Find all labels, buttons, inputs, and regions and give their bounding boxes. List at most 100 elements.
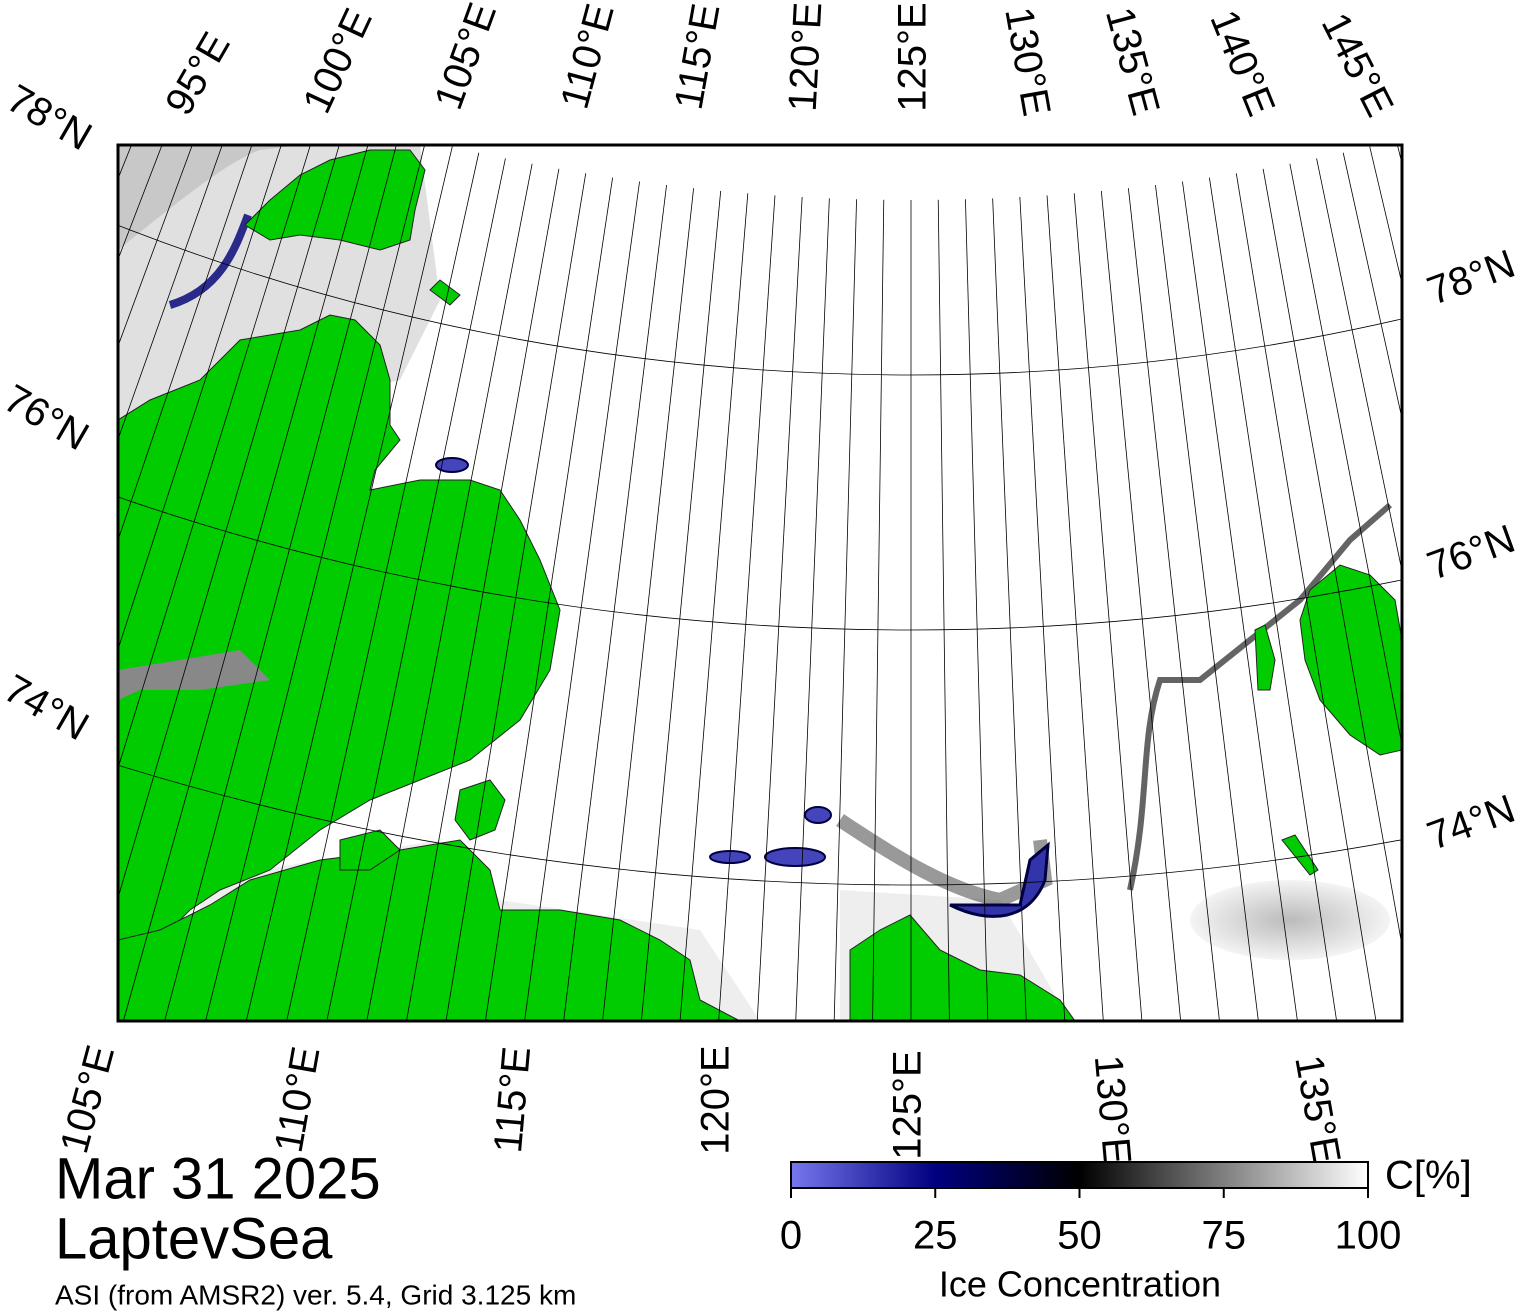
meridian (1155, 184, 1259, 1021)
land-island (429, 279, 461, 306)
meridian (286, 152, 480, 1021)
meridian (833, 199, 857, 1021)
meridian (1342, 152, 1402, 421)
meridian (118, 145, 193, 348)
meridian (406, 168, 560, 1021)
meridian (118, 145, 340, 900)
graticule-label: 125°E (891, 2, 935, 111)
meridian (1208, 177, 1338, 1021)
colorbar (790, 1161, 1369, 1189)
region: LaptevSea (55, 1206, 333, 1271)
meridian (0, 0, 18, 884)
meridian (1019, 197, 1066, 1021)
graticule-label: 78°N (0, 76, 99, 159)
colorbar-tick-label: 100 (1335, 1214, 1402, 1258)
ice-band (836, 814, 1053, 908)
graticule-label: 78°N (1422, 242, 1521, 314)
graticule-label: 130°E (1086, 1053, 1139, 1166)
graticule-label: 115°E (667, 0, 729, 112)
graticule-label: 105°E (426, 0, 505, 115)
colorbar-tick-label: 25 (913, 1214, 958, 1258)
meridian (1289, 163, 1402, 748)
meridian (718, 195, 776, 1021)
land-island (1254, 624, 1276, 691)
colorbar-tick-label: 75 (1202, 1214, 1247, 1258)
ice-edge (168, 213, 252, 309)
meridian (366, 163, 533, 1021)
meridian (118, 145, 253, 542)
low-ice (949, 841, 1050, 918)
meridian (1316, 158, 1402, 573)
meridian (524, 181, 640, 1021)
land-severnaya (244, 149, 426, 251)
meridian (205, 145, 426, 1021)
graticule-label: 74°N (0, 666, 96, 749)
map (0, 0, 1402, 1021)
meridian (484, 177, 614, 1021)
meridian (1073, 193, 1143, 1021)
colorbar-unit: C[%] (1385, 1154, 1472, 1198)
meridian (992, 198, 1027, 1021)
meridian (445, 173, 587, 1021)
meridian (118, 145, 223, 441)
meridian (1262, 168, 1402, 948)
meridian (1182, 181, 1298, 1021)
graticule-label: 100°E (295, 2, 381, 120)
land-island (454, 779, 506, 841)
colorbar-label: Ice Concentration (939, 1264, 1221, 1305)
meridian (118, 145, 282, 651)
meridian (118, 145, 163, 261)
land-coast-east (849, 914, 1076, 1021)
meridian (795, 198, 830, 1021)
graticule-label: 76°N (0, 376, 96, 459)
meridian (1235, 173, 1377, 1021)
graticule-label: 110°E (553, 0, 623, 113)
graticule-label: 110°E (267, 1043, 329, 1155)
meridian (0, 25, 92, 937)
land-taymyr (118, 314, 561, 951)
meridian (122, 145, 369, 1021)
graticule-label: 135°E (1097, 3, 1168, 120)
graticule-label: 135°E (1286, 1052, 1348, 1167)
date: Mar 31 2025 (55, 1146, 381, 1211)
meridian (679, 193, 749, 1021)
ice-edge (1127, 502, 1392, 891)
low-ice (804, 806, 832, 824)
meridian (937, 199, 950, 1021)
land-island (339, 829, 401, 871)
graticule-label: 120°E (781, 1, 831, 113)
ice-area (1190, 880, 1390, 960)
meridian (872, 199, 885, 1021)
graticule-label: 120°E (694, 1045, 738, 1154)
graticule-label: 115°E (486, 1045, 539, 1155)
meridian (118, 145, 311, 770)
low-ice (435, 457, 469, 473)
graticule (0, 0, 1402, 1021)
colorbar-tick-label: 0 (780, 1214, 802, 1258)
colorbar-tick-label: 50 (1057, 1214, 1102, 1258)
meridian (0, 2, 42, 903)
lake (118, 650, 270, 700)
graticule-label: 95°E (157, 25, 239, 122)
source: ASI (from AMSR2) ver. 5.4, Grid 3.125 km (55, 1279, 576, 1310)
meridian (756, 197, 803, 1021)
meridian (563, 184, 667, 1021)
meridian (326, 158, 506, 1021)
ice-area (118, 145, 300, 250)
meridian (965, 199, 989, 1021)
graticule-label: 74°N (1422, 787, 1521, 859)
meridian (0, 13, 67, 920)
graticule-label: 140°E (1201, 4, 1283, 122)
graticule-label: 130°E (996, 4, 1058, 119)
low-ice (764, 847, 826, 867)
graticule-label: 76°N (1422, 517, 1521, 589)
map-frame (116, 143, 1404, 1023)
meridian (602, 188, 695, 1021)
meridian (245, 146, 453, 1021)
meridian (1046, 195, 1104, 1021)
land-island (1281, 834, 1319, 876)
graticule-label: 105°E (52, 1041, 123, 1158)
graticule-label: 145°E (1313, 6, 1402, 123)
graticule-label: 125°E (886, 1050, 930, 1159)
